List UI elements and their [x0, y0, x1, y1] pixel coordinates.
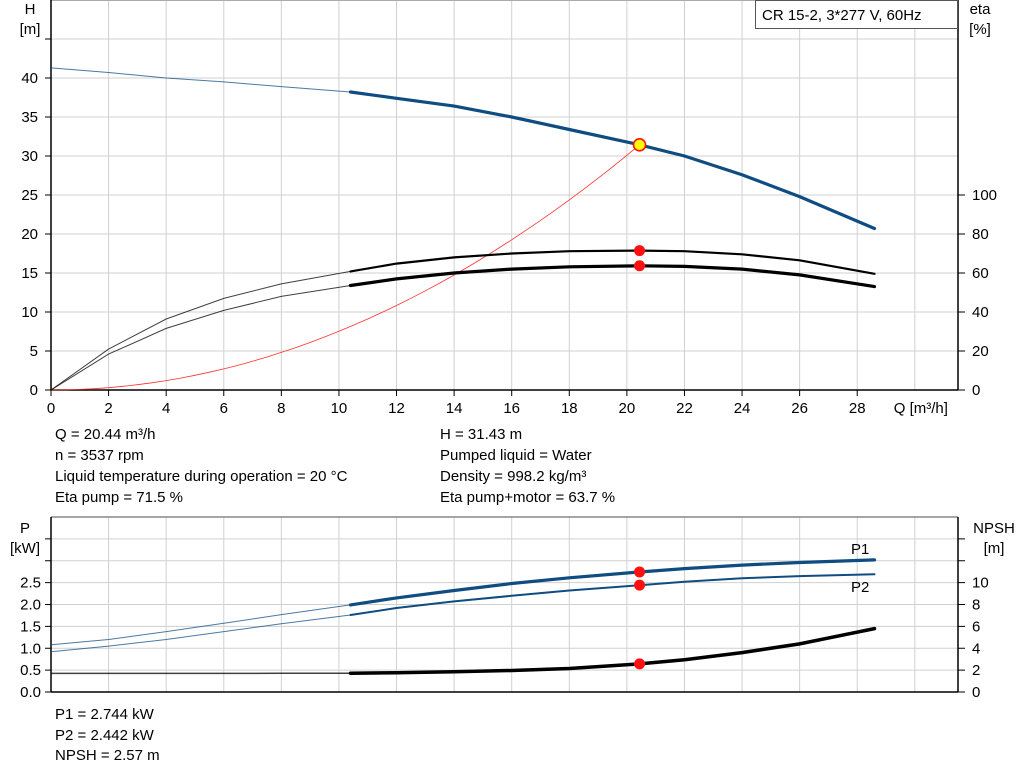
y-tick-label-right: 0 — [972, 382, 980, 399]
y-tick-label-left: 10 — [21, 304, 38, 321]
y-tick-label-left: 25 — [21, 187, 38, 204]
y-axis-label-left: P — [20, 520, 30, 537]
y-tick-label-left: 1.0 — [20, 640, 41, 657]
x-tick-label: 16 — [503, 400, 520, 417]
duty-point-p2 — [634, 579, 646, 591]
y-tick-label-right: 40 — [972, 304, 989, 321]
x-tick-label: 14 — [446, 400, 463, 417]
title-box — [755, 0, 958, 29]
x-tick-label: 26 — [791, 400, 808, 417]
p1-curve-line-extrapolated — [50, 604, 351, 646]
info-top-right: H = 31.43 m Pumped liquid = Water Densit… — [440, 424, 615, 508]
x-tick-label: 4 — [162, 400, 170, 417]
y-tick-label-left: 0.5 — [20, 662, 41, 679]
npsh-curve-line — [348, 626, 877, 675]
y-tick-label-right: 8 — [972, 597, 980, 614]
y-tick-label-right: 100 — [972, 187, 997, 204]
x-axis-label: Q [m³/h] — [894, 400, 948, 417]
info-flow: Q = 20.44 m³/h — [55, 426, 156, 443]
x-tick-label: 28 — [849, 400, 866, 417]
y-tick-label-left: 5 — [30, 343, 38, 360]
y-tick-label-left: 40 — [21, 70, 38, 87]
duty-point-eta-pump — [634, 245, 646, 257]
y-tick-label-right: 60 — [972, 265, 989, 282]
y-axis-unit-left: [kW] — [10, 540, 40, 557]
y-tick-label-right: 0 — [972, 684, 980, 701]
info-bottom: P1 = 2.744 kW P2 = 2.442 kW NPSH = 2.57 … — [55, 705, 160, 767]
p2-curve-line — [349, 573, 876, 616]
y-tick-label-right: 4 — [972, 640, 980, 657]
y-tick-label-left: 15 — [21, 265, 38, 282]
y-tick-label-left: 0.0 — [20, 684, 41, 701]
x-tick-label: 0 — [47, 400, 55, 417]
y-tick-label-right: 6 — [972, 618, 980, 635]
y-axis-unit-right: [%] — [969, 21, 991, 38]
y-tick-label-right: 20 — [972, 343, 989, 360]
y-tick-label-right: 80 — [972, 226, 989, 243]
info-speed: n = 3537 rpm — [55, 447, 144, 464]
x-tick-label: 20 — [619, 400, 636, 417]
y-axis-label-right: eta — [970, 1, 992, 18]
x-tick-label: 22 — [676, 400, 693, 417]
info-head: H = 31.43 m — [440, 426, 523, 443]
info-density: Density = 998.2 kg/m³ — [440, 468, 587, 485]
eta-pump-motor-curve-line-extrapolated — [50, 285, 351, 391]
eta-pump-curve-line — [349, 249, 876, 275]
x-tick-label: 8 — [277, 400, 285, 417]
y-tick-label-left: 1.5 — [20, 618, 41, 635]
y-tick-label-left: 35 — [21, 109, 38, 126]
chart-title: CR 15-2, 3*277 V, 60Hz — [762, 7, 922, 24]
y-tick-label-left: 30 — [21, 148, 38, 165]
info-liquid-temperature: Liquid temperature during operation = 20… — [55, 468, 348, 485]
info-eta-pump-motor: Eta pump+motor = 63.7 % — [440, 489, 616, 506]
p1-curve-line — [348, 558, 877, 607]
y-tick-label-left: 2.0 — [20, 597, 41, 614]
y-tick-label-right: 10 — [972, 575, 989, 592]
head-curve-line — [348, 90, 877, 231]
x-tick-label: 2 — [104, 400, 112, 417]
y-axis-label-right: NPSH — [973, 520, 1015, 537]
y-tick-label-left: 20 — [21, 226, 38, 243]
y-axis-unit-left: [m] — [20, 21, 41, 38]
y-tick-label-left: 0 — [30, 382, 38, 399]
system-curve-line — [50, 144, 640, 391]
duty-point-eta-pump-motor — [634, 260, 646, 272]
info-npsh: NPSH = 2.57 m — [55, 747, 160, 764]
duty-point-npsh — [634, 658, 646, 670]
x-tick-label: 10 — [331, 400, 348, 417]
duty-point-head — [632, 138, 647, 152]
info-p2: P2 = 2.442 kW — [55, 726, 154, 744]
duty-point-p1 — [634, 566, 646, 578]
y-tick-label-left: 2.5 — [20, 575, 41, 592]
p2-curve-line-extrapolated — [50, 614, 351, 653]
info-p1: P1 = 2.744 kW — [55, 706, 154, 723]
p1-series-label: P1 — [851, 541, 869, 558]
y-axis-label-left: H — [25, 1, 36, 18]
info-eta-pump: Eta pump = 71.5 % — [55, 489, 183, 506]
y-tick-label-right: 2 — [972, 662, 980, 679]
x-tick-label: 24 — [734, 400, 751, 417]
x-tick-label: 18 — [561, 400, 578, 417]
info-pumped-liquid: Pumped liquid = Water — [440, 447, 592, 464]
eta-pump-curve-line-extrapolated — [50, 270, 351, 391]
x-tick-label: 12 — [388, 400, 405, 417]
x-tick-label: 6 — [220, 400, 228, 417]
y-axis-unit-right: [m] — [984, 540, 1005, 557]
head-curve-line-extrapolated — [50, 67, 351, 93]
info-top-left: Q = 20.44 m³/h n = 3537 rpm Liquid tempe… — [55, 424, 347, 508]
eta-pump-motor-curve-line — [348, 264, 877, 289]
p2-series-label: P2 — [851, 579, 869, 596]
